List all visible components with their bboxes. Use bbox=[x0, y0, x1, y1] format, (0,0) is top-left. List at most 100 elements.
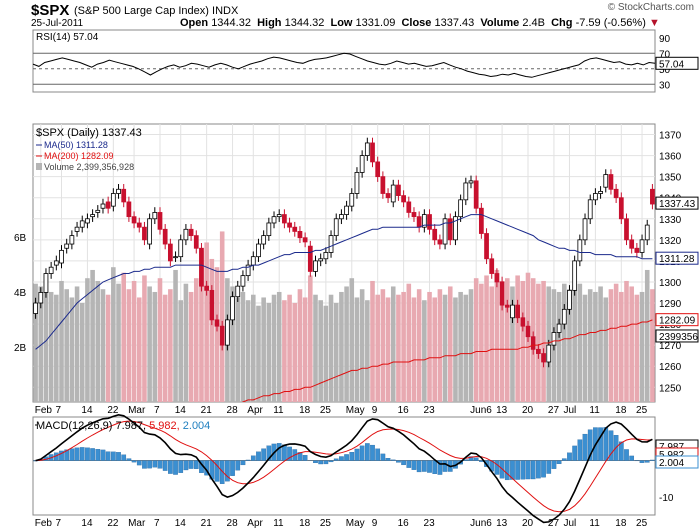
volume-bar bbox=[494, 269, 500, 402]
macd-histogram-bar bbox=[64, 449, 70, 461]
volume-bar bbox=[639, 291, 645, 402]
credit-link[interactable]: © StockCharts.com bbox=[607, 2, 694, 13]
candle-body bbox=[245, 264, 251, 277]
macd-histogram-bar bbox=[468, 456, 474, 461]
candle-body bbox=[256, 243, 261, 258]
macd-histogram-bar bbox=[59, 450, 64, 461]
price-tick-label: 1350 bbox=[659, 173, 682, 184]
volume-bar bbox=[256, 305, 261, 402]
macd-x-label: Apr bbox=[247, 518, 263, 529]
macd-histogram-bar bbox=[520, 460, 526, 480]
candle-body bbox=[48, 266, 54, 274]
macd-x-label: 11 bbox=[589, 518, 600, 529]
price-x-label: Jul bbox=[563, 405, 576, 416]
macd-histogram-bar bbox=[147, 460, 152, 469]
volume-bar bbox=[69, 297, 75, 402]
candle-body bbox=[354, 172, 360, 194]
macd-histogram-bar bbox=[561, 458, 567, 461]
macd-histogram-bar bbox=[328, 460, 334, 463]
macd-histogram-bar bbox=[214, 460, 220, 482]
candle-body bbox=[323, 252, 329, 260]
candle-body bbox=[437, 239, 443, 245]
macd-histogram-bar bbox=[168, 460, 173, 474]
candle-body bbox=[121, 188, 127, 203]
candle-body bbox=[53, 260, 59, 266]
macd-histogram-bar bbox=[551, 460, 557, 469]
macd-histogram-bar bbox=[416, 460, 422, 473]
macd-histogram-bar bbox=[582, 433, 588, 461]
macd-histogram-bar bbox=[572, 445, 578, 461]
candle-body bbox=[489, 258, 495, 274]
macd-histogram-bar bbox=[536, 460, 541, 479]
candle-body bbox=[136, 222, 142, 228]
macd-histogram-bar bbox=[432, 460, 438, 474]
macd-histogram-bar bbox=[69, 448, 75, 461]
macd-histogram-bar bbox=[437, 460, 443, 475]
macd-histogram-bar bbox=[541, 460, 546, 478]
macd-histogram-bar bbox=[225, 460, 230, 482]
macd-histogram-bar bbox=[359, 445, 365, 461]
price-x-label: 7 bbox=[154, 405, 160, 416]
macd-histogram-bar bbox=[587, 429, 593, 461]
candle-body bbox=[33, 302, 38, 314]
macd-histogram-bar bbox=[136, 460, 142, 466]
macd-histogram-bar bbox=[261, 448, 267, 461]
volume-bar bbox=[168, 289, 173, 402]
macd-histogram-bar bbox=[349, 452, 355, 461]
volume-bar bbox=[204, 242, 209, 402]
volume-bar bbox=[111, 267, 116, 402]
candle-body bbox=[427, 214, 432, 230]
macd-x-label: Feb bbox=[35, 518, 53, 529]
volume-bar bbox=[354, 297, 360, 402]
ma200-last-label: 1282.09 bbox=[659, 316, 696, 327]
macd-histogram-bar bbox=[245, 459, 251, 461]
candle-body bbox=[333, 218, 339, 237]
candle-body bbox=[634, 247, 640, 253]
candle-body bbox=[468, 180, 474, 184]
high-value: 1344.32 bbox=[284, 17, 325, 29]
volume-bar bbox=[297, 289, 303, 402]
macd-histogram-bar bbox=[515, 460, 520, 480]
candle-body bbox=[401, 195, 406, 203]
macd-histogram-bar bbox=[650, 459, 655, 461]
candle-body bbox=[458, 199, 463, 218]
candle-body bbox=[380, 176, 386, 194]
candle-body bbox=[359, 155, 365, 173]
macd-histogram-bar bbox=[152, 460, 158, 468]
candle-body bbox=[287, 222, 292, 228]
macd-x-label: 23 bbox=[424, 518, 436, 529]
volume-bar bbox=[162, 294, 168, 402]
volume-bar bbox=[90, 269, 95, 402]
candle-body bbox=[390, 184, 396, 203]
candle-body bbox=[126, 201, 132, 218]
candle-body bbox=[618, 197, 624, 220]
candle-body bbox=[271, 216, 277, 224]
candle-body bbox=[131, 216, 137, 224]
macd-panel bbox=[32, 416, 656, 516]
volume-bar bbox=[64, 289, 69, 402]
candle-body bbox=[629, 239, 635, 249]
low-value: 1331.09 bbox=[355, 17, 396, 29]
price-x-label: 25 bbox=[320, 405, 332, 416]
volume-value: 2.4B bbox=[522, 17, 545, 29]
low-label: Low bbox=[330, 17, 353, 29]
volume-bar bbox=[489, 286, 495, 402]
volume-bar bbox=[209, 258, 215, 402]
quote-date: 25-Jul-2011 bbox=[31, 18, 84, 29]
macd-legend-hist: 2.004 bbox=[183, 420, 211, 432]
chg-value: -7.59 (-0.56%) bbox=[575, 17, 646, 29]
macd-histogram-bar bbox=[173, 460, 178, 475]
price-tick-label: 1370 bbox=[659, 131, 682, 142]
candle-body bbox=[38, 292, 44, 304]
volume-bar bbox=[582, 294, 588, 402]
macd-histogram-bar bbox=[256, 451, 261, 461]
rsi-tick-label: 90 bbox=[659, 34, 671, 45]
candle-body bbox=[375, 161, 381, 178]
legend-ma200: MA(200) 1282.09 bbox=[44, 151, 114, 161]
macd-histogram-bar bbox=[183, 460, 189, 471]
macd-histogram-bar bbox=[504, 460, 510, 481]
macd-x-label: 20 bbox=[522, 518, 534, 529]
ma200-last-label-group: 1282.09 bbox=[655, 313, 699, 327]
open-value: 1344.32 bbox=[211, 17, 251, 29]
macd-x-label: 11 bbox=[273, 518, 284, 529]
